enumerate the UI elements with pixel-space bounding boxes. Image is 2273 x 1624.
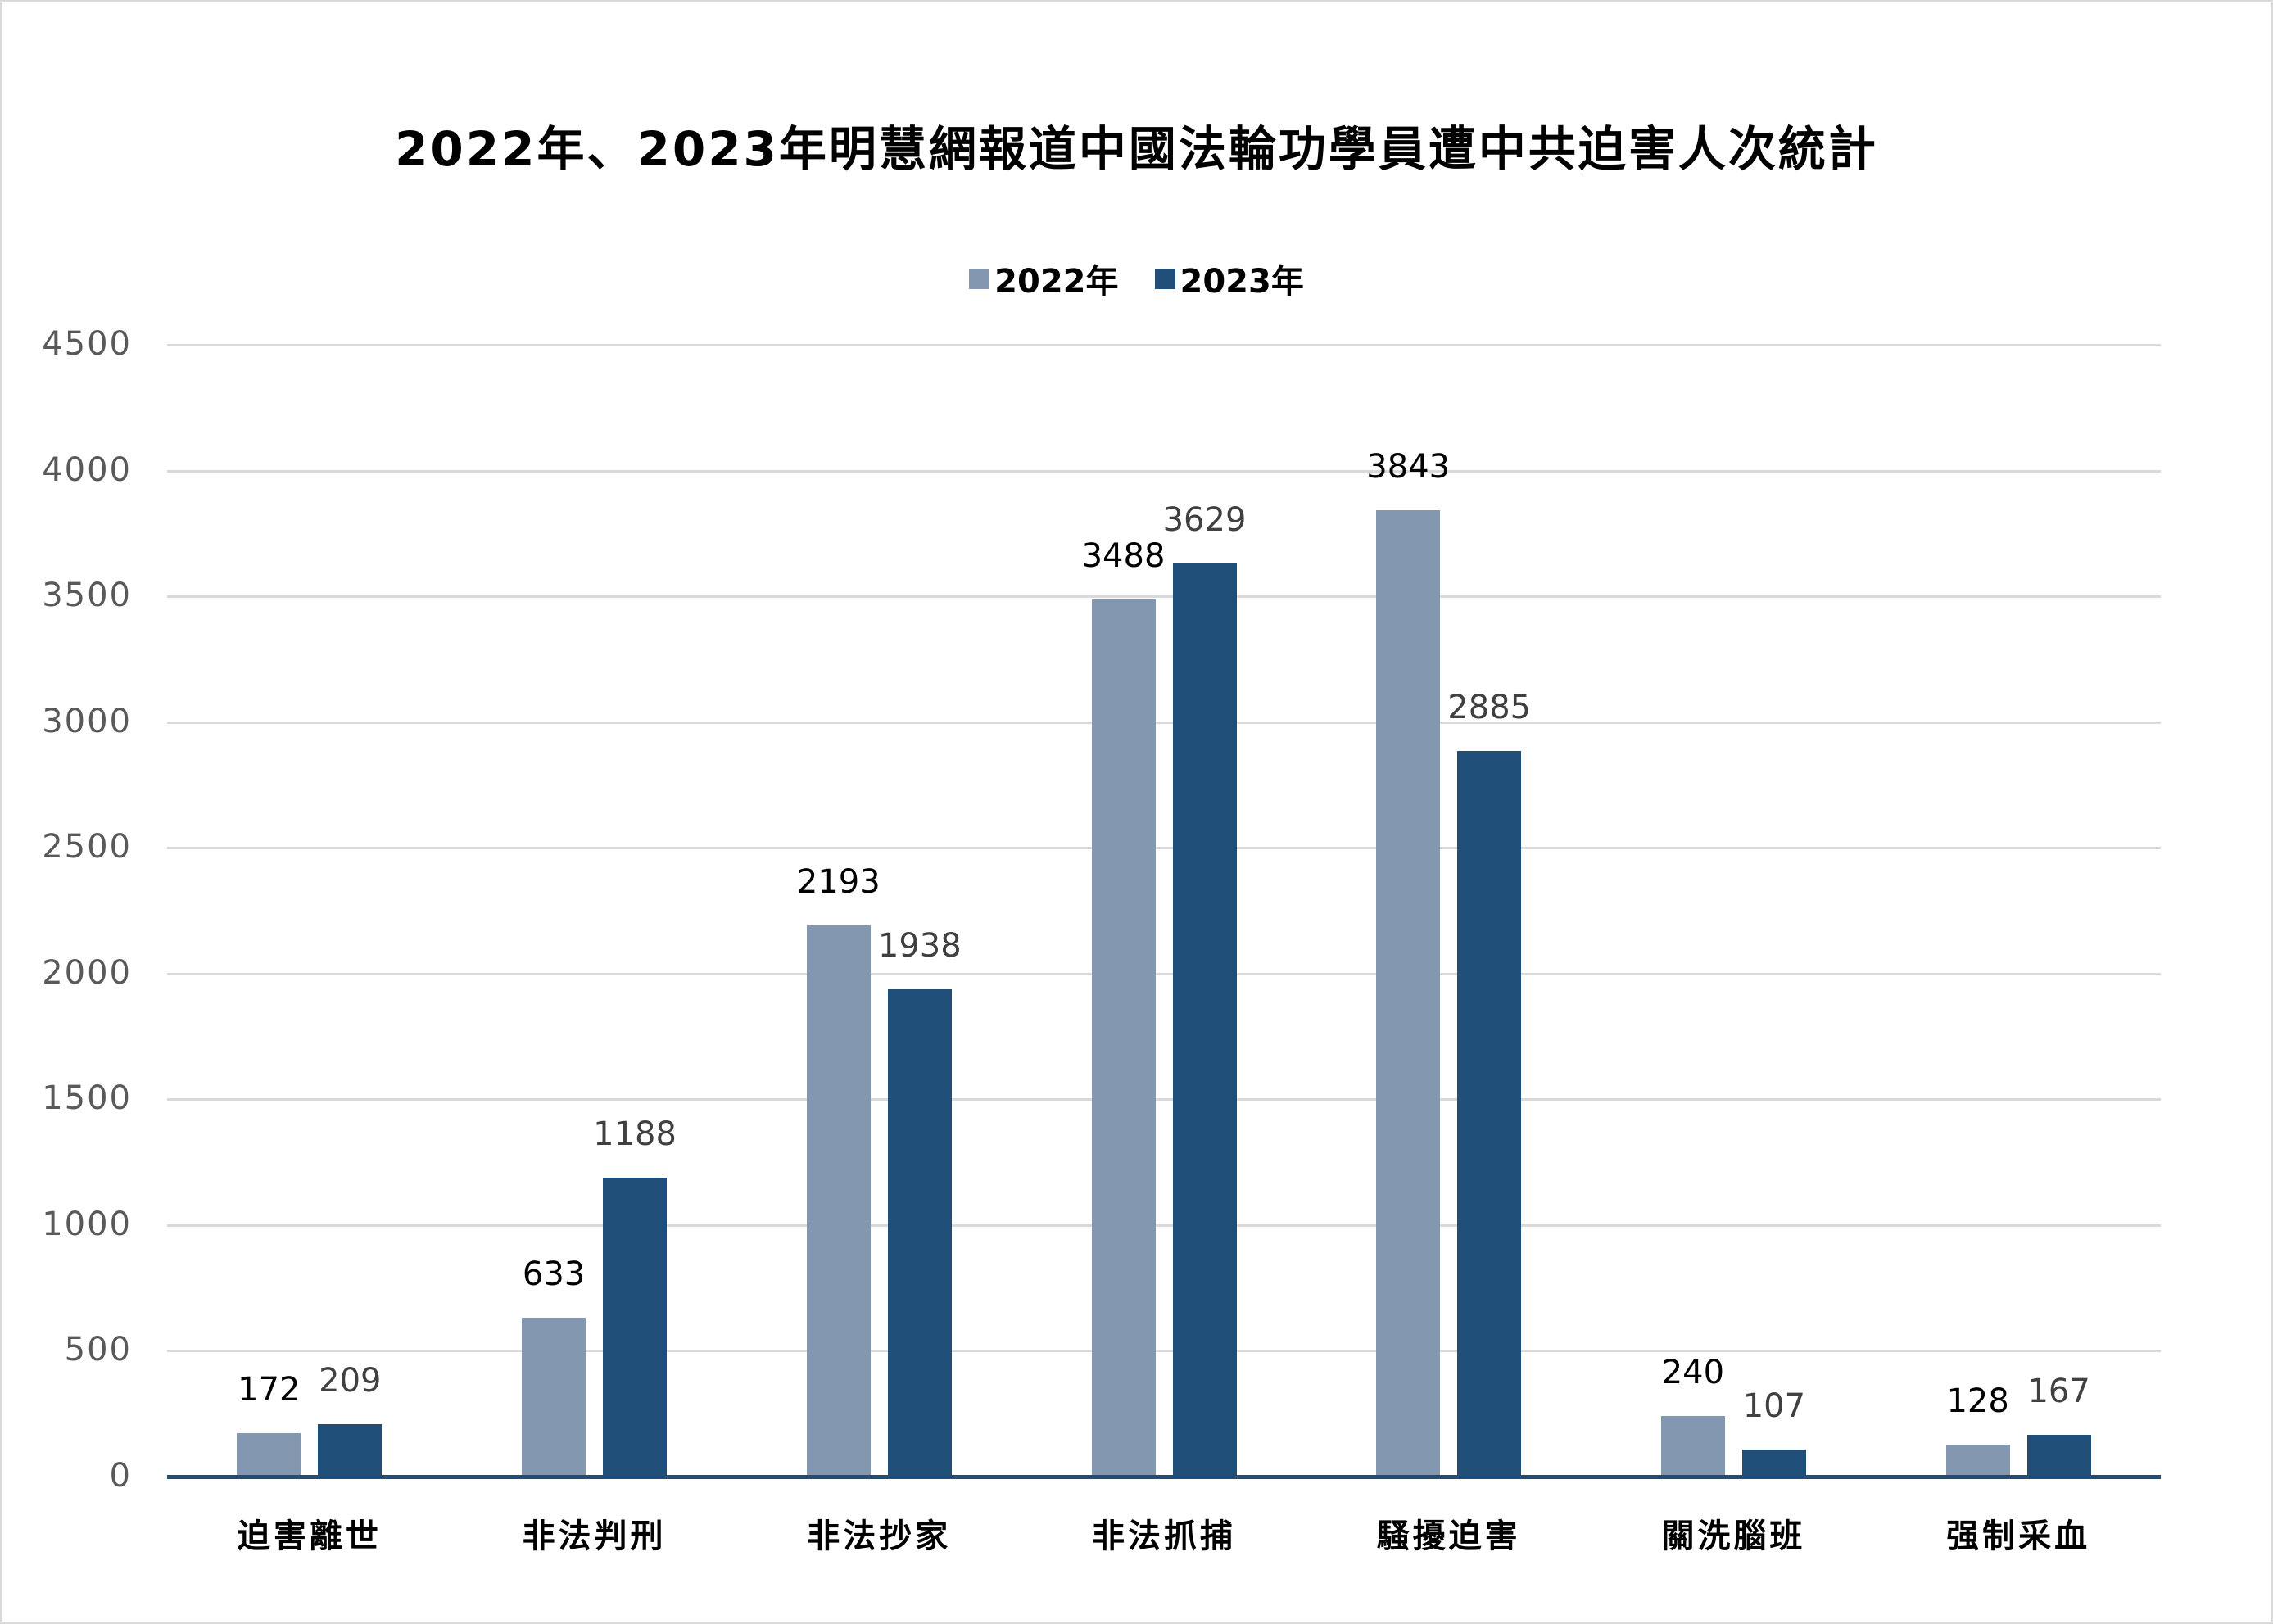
bar-2022: [1091, 599, 1156, 1477]
y-tick-label: 3500: [42, 577, 132, 615]
data-label: 633: [522, 1255, 586, 1293]
y-tick-label: 4000: [42, 450, 132, 489]
data-label: 1188: [593, 1115, 677, 1154]
y-tick-label: 2500: [42, 828, 132, 866]
data-label: 2885: [1447, 688, 1532, 726]
bar-2022: [237, 1433, 301, 1477]
data-label: 3843: [1366, 447, 1451, 486]
bar-2022: [1945, 1444, 2010, 1477]
x-category-label: 迫害離世: [237, 1518, 382, 1555]
gridline: [167, 1224, 2161, 1227]
data-label: 2193: [796, 862, 881, 901]
data-label: 3488: [1081, 536, 1166, 575]
bar-2023: [1741, 1450, 1806, 1477]
gridline: [167, 847, 2161, 850]
data-label: 167: [2027, 1372, 2090, 1410]
plot-area: 172 209 633 1188 2193 1938 3488 3629 3843 2885 240…: [167, 344, 2161, 1479]
legend-label-2023: 2023年: [1180, 263, 1304, 301]
gridline: [167, 721, 2161, 724]
x-category-label: 非法判刑: [522, 1518, 667, 1555]
data-label: 3629: [1162, 501, 1247, 540]
chart-legend: 2022年 2023年: [2, 255, 2271, 302]
bar-2022: [1376, 509, 1441, 1477]
x-axis-line: [167, 1475, 2161, 1479]
legend-label-2022: 2022年: [994, 263, 1119, 301]
x-category-label: 非法抓捕: [1092, 1518, 1236, 1555]
data-label: 209: [319, 1361, 382, 1400]
gridline: [167, 595, 2161, 599]
bar-2023: [887, 988, 952, 1477]
gridline: [167, 1098, 2161, 1102]
legend-swatch-2022-icon: [969, 268, 990, 289]
data-label: 1938: [877, 926, 962, 965]
y-tick-label: 2000: [42, 953, 132, 992]
gridline: [167, 1350, 2161, 1353]
data-label: 107: [1742, 1387, 1806, 1426]
bar-2023: [1457, 750, 1522, 1477]
y-tick-label: 4500: [42, 325, 132, 363]
x-category-label: 關洗腦班: [1661, 1518, 1806, 1555]
bar-2022: [806, 925, 871, 1477]
y-tick-label: 1500: [42, 1079, 132, 1118]
data-label: 128: [1946, 1382, 2009, 1420]
y-tick-label: 500: [64, 1331, 132, 1369]
x-category-label: 非法抄家: [807, 1518, 952, 1555]
bar-2023: [603, 1178, 668, 1477]
chart-title: 2022年、2023年明慧網報道中國法輪功學員遭中共迫害人次統計: [395, 121, 1878, 177]
data-label: 172: [238, 1371, 301, 1409]
legend-swatch-2023-icon: [1154, 268, 1175, 289]
y-tick-label: 3000: [42, 702, 132, 740]
bar-2023: [318, 1423, 383, 1477]
bar-2023: [1172, 563, 1237, 1477]
data-label: 240: [1661, 1354, 1725, 1392]
bar-2022: [1660, 1416, 1725, 1477]
bar-2022: [522, 1317, 586, 1477]
legend-item-2022: 2022年: [969, 255, 1119, 302]
gridline: [167, 972, 2161, 975]
bar-2023: [2026, 1434, 2091, 1477]
y-tick-label: 1000: [42, 1205, 132, 1243]
x-category-label: 騷擾迫害: [1376, 1518, 1521, 1555]
y-tick-label: 0: [109, 1457, 132, 1495]
legend-item-2023: 2023年: [1154, 255, 1304, 302]
gridline: [167, 469, 2161, 473]
x-category-label: 强制采血: [1946, 1518, 2091, 1555]
gridline: [167, 344, 2161, 346]
